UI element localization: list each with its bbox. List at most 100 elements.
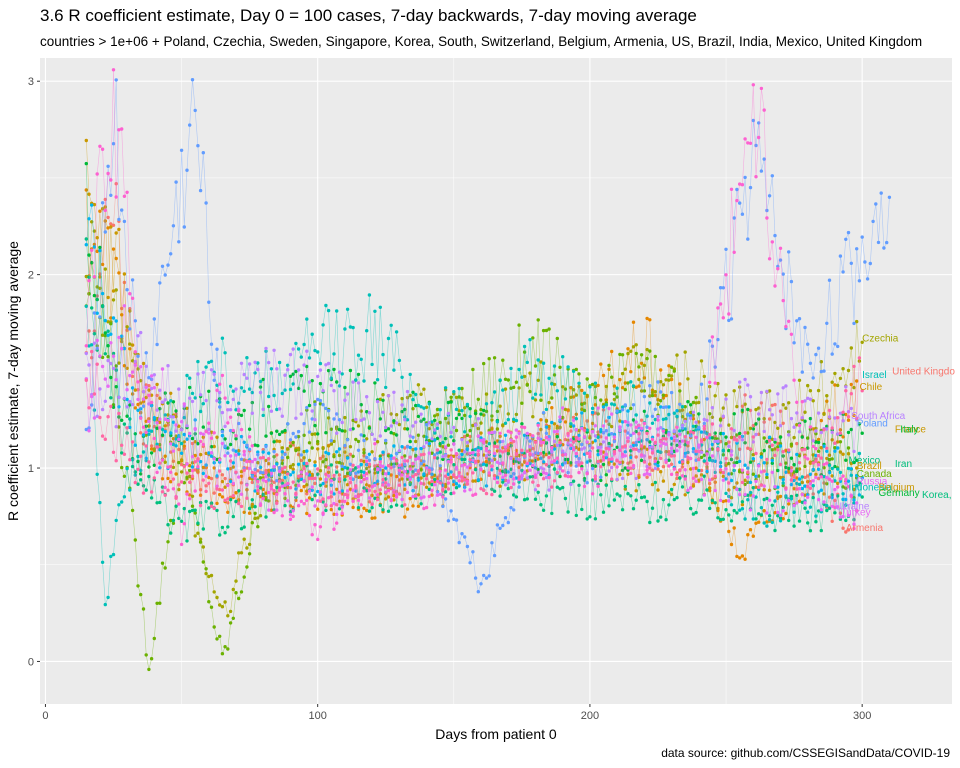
data-point [661,479,666,483]
data-point [683,477,687,481]
data-point [566,365,570,369]
data-point [468,414,472,419]
data-point [599,493,603,497]
data-point [767,257,772,261]
data-point [525,476,529,480]
data-point [702,427,706,431]
data-point [345,456,350,460]
data-point [209,436,214,440]
data-point [318,361,323,366]
data-point [574,464,578,468]
data-point [727,481,731,485]
data-point [291,440,295,445]
data-point [656,519,660,523]
data-point [512,482,516,486]
data-point [811,492,815,496]
data-point [599,398,603,402]
data-point [465,479,470,484]
data-point [648,426,652,430]
data-point [454,486,459,490]
data-point [332,454,336,459]
country-label: Canada [857,469,892,480]
data-point [751,494,755,498]
data-point [397,449,402,453]
data-point [547,376,551,380]
data-point [294,341,298,346]
data-point [473,411,478,415]
data-point [607,460,611,465]
data-point [648,520,652,525]
data-point [569,474,573,479]
data-point [136,354,140,358]
data-point [237,449,241,453]
data-point [198,459,203,464]
data-point [408,372,412,377]
data-point [378,457,382,461]
data-point [754,432,758,437]
data-point [746,383,750,387]
data-point [397,468,402,472]
data-point [231,428,235,433]
data-point [335,431,339,435]
data-point [384,497,388,501]
data-point [220,336,225,340]
data-point [294,369,298,374]
series-line [86,79,890,593]
data-point [705,435,709,440]
series-layer [84,68,892,672]
data-point [675,434,679,438]
data-point [291,431,295,436]
data-point [223,645,227,649]
data-point [411,407,415,411]
data-point [250,400,254,405]
data-point [454,416,459,421]
data-point [291,382,295,386]
data-point [855,458,859,462]
data-point [275,439,279,443]
data-point [190,474,195,478]
data-point [125,328,129,332]
data-point [275,429,279,433]
data-point [228,454,233,458]
data-point [340,467,344,471]
data-point [610,412,614,416]
data-point [846,430,851,435]
data-point [438,434,442,439]
data-point [694,395,698,400]
data-point [623,403,627,407]
data-point [307,380,312,384]
data-point [672,369,676,373]
data-point [324,457,328,462]
data-point [678,460,682,464]
data-point [833,446,837,450]
data-point [776,441,780,446]
data-point [435,493,440,497]
data-point [484,459,489,464]
data-point [256,460,260,465]
data-point [463,489,467,493]
data-point [201,471,205,476]
data-point [735,456,739,460]
data-point [846,479,851,483]
data-point [778,258,783,262]
data-point [365,489,369,493]
data-point [288,374,293,378]
data-point [659,440,663,444]
data-point [392,390,396,394]
data-point [580,442,584,447]
data-point [634,443,638,447]
data-point [438,492,442,496]
data-point [702,421,706,426]
data-point [321,511,325,515]
data-point [846,410,851,414]
data-point [612,439,617,444]
data-point [294,448,298,453]
data-point [237,489,241,493]
data-point [155,393,159,398]
data-point [394,330,399,334]
data-point [149,400,154,405]
data-point [147,419,151,424]
data-point [689,456,693,461]
data-point [87,292,91,296]
data-point [590,478,595,482]
